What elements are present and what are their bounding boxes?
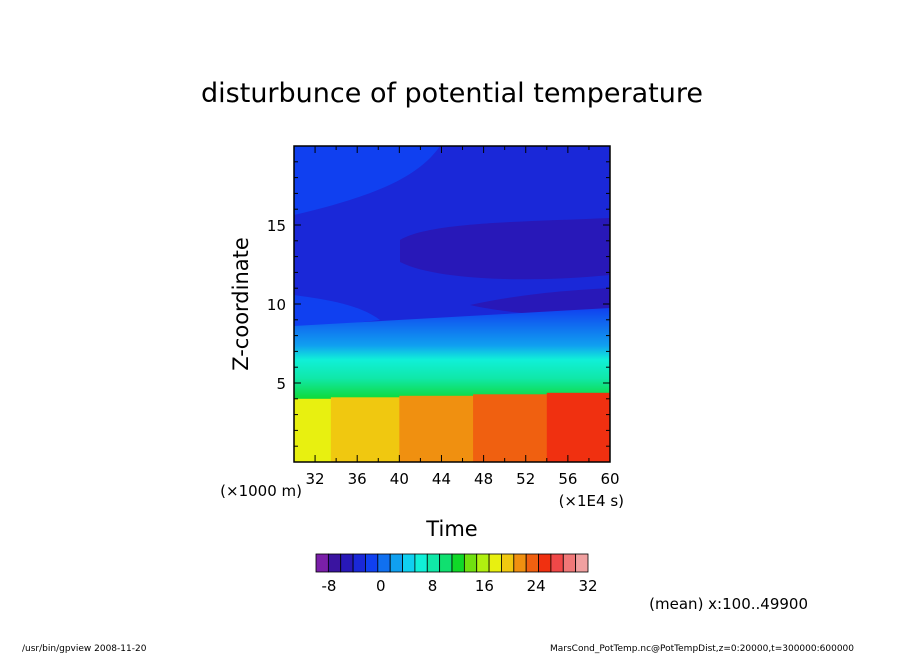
mean-annotation: (mean) x:100..49900 bbox=[649, 595, 808, 613]
colorbar-swatch bbox=[513, 553, 527, 573]
x-tick-label: 48 bbox=[474, 470, 493, 488]
y-tick-label: 15 bbox=[267, 217, 286, 235]
colorbar-swatch bbox=[525, 553, 539, 573]
y-tick-label: 10 bbox=[267, 296, 286, 314]
footer-left: /usr/bin/gpview 2008-11-20 bbox=[22, 644, 147, 654]
colorbar-swatch bbox=[389, 553, 403, 573]
x-tick-label: 36 bbox=[348, 470, 367, 488]
colorbar-tick-label: 8 bbox=[428, 577, 438, 595]
colorbar-swatch bbox=[562, 553, 577, 573]
colorbar-swatch bbox=[377, 553, 391, 573]
x-tick-label: 56 bbox=[558, 470, 577, 488]
colorbar-swatch bbox=[538, 553, 552, 573]
colorbar bbox=[315, 553, 589, 573]
surface-band-region bbox=[294, 398, 332, 462]
colorbar-tick-label: 0 bbox=[376, 577, 386, 595]
field-dark-region-upper bbox=[400, 218, 610, 280]
y-axis: 5 10 15 bbox=[267, 161, 610, 447]
y-axis-label: Z-coordinate bbox=[229, 237, 253, 371]
surface-band-region bbox=[473, 394, 548, 462]
colorbar-swatch bbox=[327, 553, 342, 573]
chart-title: disturbunce of potential temperature bbox=[201, 78, 703, 109]
x-tick-label: 60 bbox=[600, 470, 619, 488]
colorbar-tick-label: 16 bbox=[475, 577, 494, 595]
colorbar-swatch bbox=[315, 553, 329, 573]
field-upper-left-light bbox=[294, 146, 440, 215]
colorbar-swatch bbox=[575, 553, 589, 573]
field-gradient-band bbox=[294, 308, 610, 402]
colorbar-swatch bbox=[501, 553, 515, 573]
colorbar-swatch bbox=[439, 553, 453, 573]
colorbar-tick-label: 32 bbox=[578, 577, 597, 595]
surface-bands bbox=[294, 392, 610, 462]
colorbar-tick-label: -8 bbox=[321, 577, 336, 595]
colorbar-swatch bbox=[550, 553, 564, 573]
surface-band-region bbox=[399, 395, 475, 462]
colorbar-swatch bbox=[340, 553, 354, 573]
colorbar-swatch bbox=[365, 553, 379, 573]
colorbar-ticks: -8 0 8 16 24 32 bbox=[321, 577, 597, 595]
colorbar-swatch bbox=[414, 553, 428, 573]
colorbar-swatch bbox=[352, 553, 366, 573]
x-tick-label: 44 bbox=[432, 470, 451, 488]
y-unit-label: (×1000 m) bbox=[220, 482, 302, 500]
colorbar-tick-label: 24 bbox=[527, 577, 546, 595]
x-axis-label: Time bbox=[425, 517, 477, 541]
x-axis: 32 36 40 44 48 52 56 60 bbox=[293, 146, 620, 488]
colorbar-swatch bbox=[488, 553, 502, 573]
colorbar-swatch bbox=[402, 553, 416, 573]
surface-band-region bbox=[330, 397, 401, 462]
x-tick-label: 52 bbox=[516, 470, 535, 488]
y-tick-label: 5 bbox=[276, 375, 286, 393]
colorbar-swatch bbox=[463, 553, 478, 573]
x-tick-label: 32 bbox=[306, 470, 325, 488]
surface-band-region bbox=[546, 392, 610, 462]
footer-right: MarsCond_PotTemp.nc@PotTempDist,z=0:2000… bbox=[550, 644, 854, 654]
field-mid-left-light bbox=[294, 295, 380, 330]
x-unit-label: (×1E4 s) bbox=[559, 492, 624, 510]
colorbar-swatch bbox=[476, 553, 490, 573]
colorbar-swatch bbox=[451, 553, 465, 573]
x-tick-label: 40 bbox=[390, 470, 409, 488]
colorbar-swatch bbox=[426, 553, 441, 573]
